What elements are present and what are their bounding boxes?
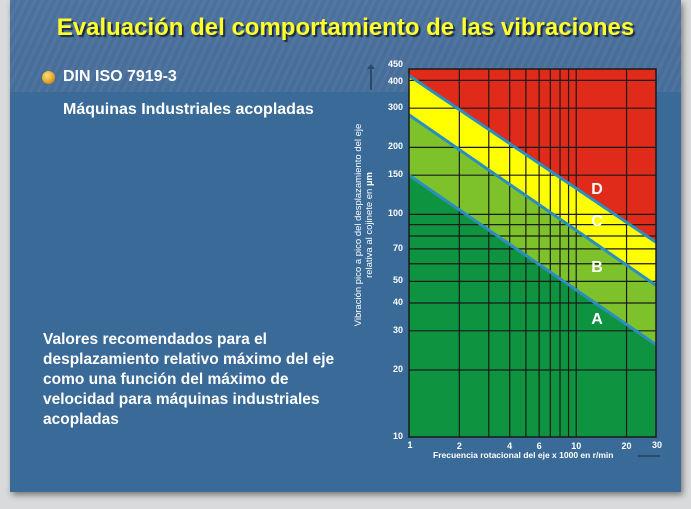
x-axis-arrow-icon (638, 455, 660, 457)
slide-subtitle: Máquinas Industriales acopladas (63, 101, 314, 118)
bullet-row: DIN ISO 7919-3 (42, 68, 177, 86)
y-tick-label: 300 (387, 102, 403, 113)
y-tick-label: 150 (387, 169, 403, 180)
zone-a-area (409, 175, 656, 437)
y-tick-label: 200 (387, 141, 403, 152)
y-tick-label: 100 (387, 208, 403, 219)
zone-label-c: C (591, 213, 603, 230)
y-tick-label: 70 (392, 242, 403, 253)
zone-boundary-line (408, 173, 657, 346)
y-tick-label: 20 (392, 363, 403, 374)
y-tick-label: 450 (387, 59, 403, 69)
y-tick-label: 50 (392, 275, 403, 286)
standard-name: DIN ISO 7919-3 (63, 68, 177, 85)
x-tick-label: 1 (407, 440, 413, 450)
x-tick-label: 2 (456, 441, 462, 451)
zone-label-a: A (591, 311, 603, 328)
plot-frame (408, 68, 657, 438)
zone-boundary-line (408, 74, 657, 244)
y-axis-arrow-icon (367, 64, 375, 90)
x-tick-label: 4 (507, 441, 513, 451)
orange-ball-bullet-icon (42, 70, 55, 84)
x-tick-label: 6 (536, 441, 542, 451)
description-text: Valores recomendados para el desplazamie… (43, 331, 335, 428)
zone-label-b: B (591, 259, 603, 276)
zone-boundary-line (408, 113, 657, 287)
x-axis-label: Frecuencia rotacional del eje x 1000 en … (433, 450, 614, 460)
zone-label-d: D (591, 181, 603, 198)
x-tick-label: 20 (621, 441, 632, 451)
slide-title: Evaluación del comportamiento de las vib… (56, 14, 635, 41)
y-tick-label: 10 (392, 431, 403, 441)
y-tick-label: 40 (392, 296, 403, 307)
x-tick-label: 10 (571, 441, 582, 451)
x-tick-label: 30 (651, 440, 663, 450)
y-tick-label: 400 (387, 76, 403, 87)
y-tick-label: 30 (392, 324, 403, 335)
